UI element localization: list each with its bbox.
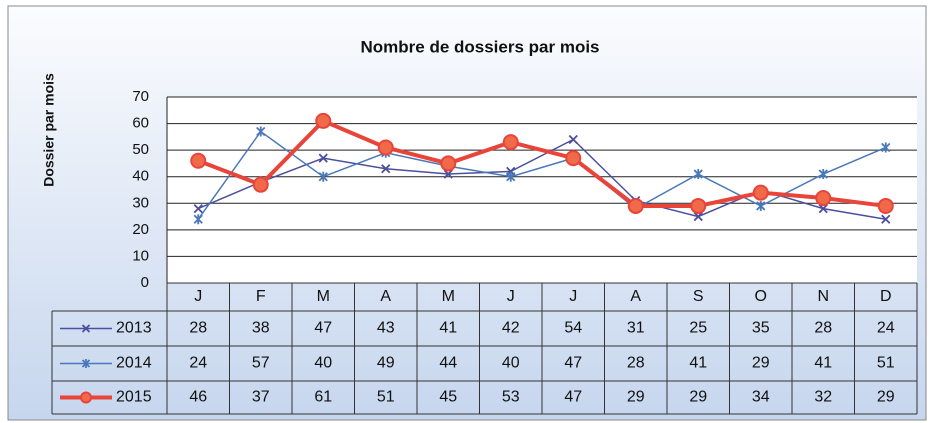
point — [80, 391, 92, 404]
point — [565, 150, 582, 167]
table-cell: 40 — [314, 355, 332, 372]
x-tick-label: J — [569, 288, 577, 305]
table-cell: 32 — [814, 389, 832, 406]
table-cell: 24 — [877, 320, 895, 337]
table-cell: 35 — [752, 320, 770, 337]
point — [815, 189, 832, 206]
x-tick-label: J — [507, 288, 515, 305]
point — [506, 171, 516, 182]
table-cell: 24 — [189, 355, 207, 372]
table-cell: 41 — [439, 320, 457, 337]
y-tick-label: 60 — [132, 115, 149, 132]
y-tick-label: 70 — [132, 88, 149, 105]
point — [881, 214, 891, 224]
point — [193, 203, 203, 214]
point — [818, 169, 828, 180]
point — [315, 112, 332, 129]
table-cell: 28 — [814, 320, 832, 337]
point — [81, 359, 91, 368]
chart-title: Nombre de dossiers par mois — [360, 37, 599, 56]
y-tick-label: 40 — [132, 168, 149, 185]
point — [818, 203, 828, 214]
point — [756, 200, 766, 211]
y-tick-label: 50 — [132, 141, 149, 158]
point — [318, 171, 328, 182]
series-line — [197, 130, 887, 220]
x-tick-label: S — [693, 288, 704, 305]
legend-label: 2013 — [116, 320, 152, 337]
point — [377, 139, 394, 156]
table-cell: 42 — [502, 320, 520, 337]
x-tick-label: O — [755, 288, 767, 305]
point — [256, 126, 266, 137]
point — [252, 176, 269, 193]
table-cell: 29 — [877, 389, 895, 406]
point — [443, 169, 453, 179]
point — [690, 197, 707, 214]
table-cell: 45 — [439, 389, 457, 406]
table-cell: 54 — [564, 320, 582, 337]
table-cell: 47 — [314, 320, 332, 337]
point — [627, 197, 644, 214]
point — [693, 169, 703, 180]
point — [693, 211, 703, 222]
y-tick-label: 10 — [132, 247, 149, 264]
point — [502, 134, 519, 151]
y-axis-label: Dossier par mois — [41, 73, 57, 187]
point — [190, 152, 207, 169]
x-tick-label: N — [817, 288, 829, 305]
table-cell: 29 — [752, 355, 770, 372]
y-tick-label: 0 — [141, 274, 149, 291]
x-tick-label: F — [256, 288, 266, 305]
table-cell: 53 — [502, 389, 520, 406]
legend-label: 2015 — [116, 389, 152, 406]
table-cell: 29 — [689, 389, 707, 406]
table-cell: 40 — [502, 355, 520, 372]
point — [81, 324, 91, 333]
x-tick-label: D — [880, 288, 892, 305]
y-tick-label: 30 — [132, 194, 149, 211]
point — [752, 184, 769, 201]
x-tick-label: J — [194, 288, 202, 305]
table-cell: 46 — [189, 389, 207, 406]
series-line — [197, 118, 887, 208]
x-tick-label: A — [380, 288, 391, 305]
x-tick-label: M — [442, 288, 455, 305]
point — [381, 164, 391, 174]
table-cell: 49 — [377, 355, 395, 372]
table-cell: 51 — [877, 355, 895, 372]
point — [318, 153, 328, 163]
table-cell: 38 — [252, 320, 270, 337]
table-cell: 61 — [314, 389, 332, 406]
table-cell: 47 — [564, 389, 582, 406]
table-cell: 28 — [189, 320, 207, 337]
x-tick-label: M — [317, 288, 330, 305]
table-cell: 31 — [627, 320, 645, 337]
table-cell: 34 — [752, 389, 770, 406]
point — [568, 134, 578, 145]
table-cell: 43 — [377, 320, 395, 337]
point — [440, 155, 457, 172]
point — [881, 142, 891, 153]
x-tick-label: A — [630, 288, 641, 305]
table-cell: 37 — [252, 389, 270, 406]
table-cell: 51 — [377, 389, 395, 406]
point — [193, 214, 203, 225]
plot-area — [167, 97, 917, 283]
table-cell: 28 — [627, 355, 645, 372]
table-cell: 57 — [252, 355, 270, 372]
table-cell: 41 — [814, 355, 832, 372]
y-tick-label: 20 — [132, 221, 149, 238]
table-cell: 47 — [564, 355, 582, 372]
point — [877, 197, 894, 214]
legend-label: 2014 — [116, 355, 152, 372]
table-cell: 25 — [689, 320, 707, 337]
table-cell: 29 — [627, 389, 645, 406]
table-cell: 44 — [439, 355, 457, 372]
table-cell: 41 — [689, 355, 707, 372]
